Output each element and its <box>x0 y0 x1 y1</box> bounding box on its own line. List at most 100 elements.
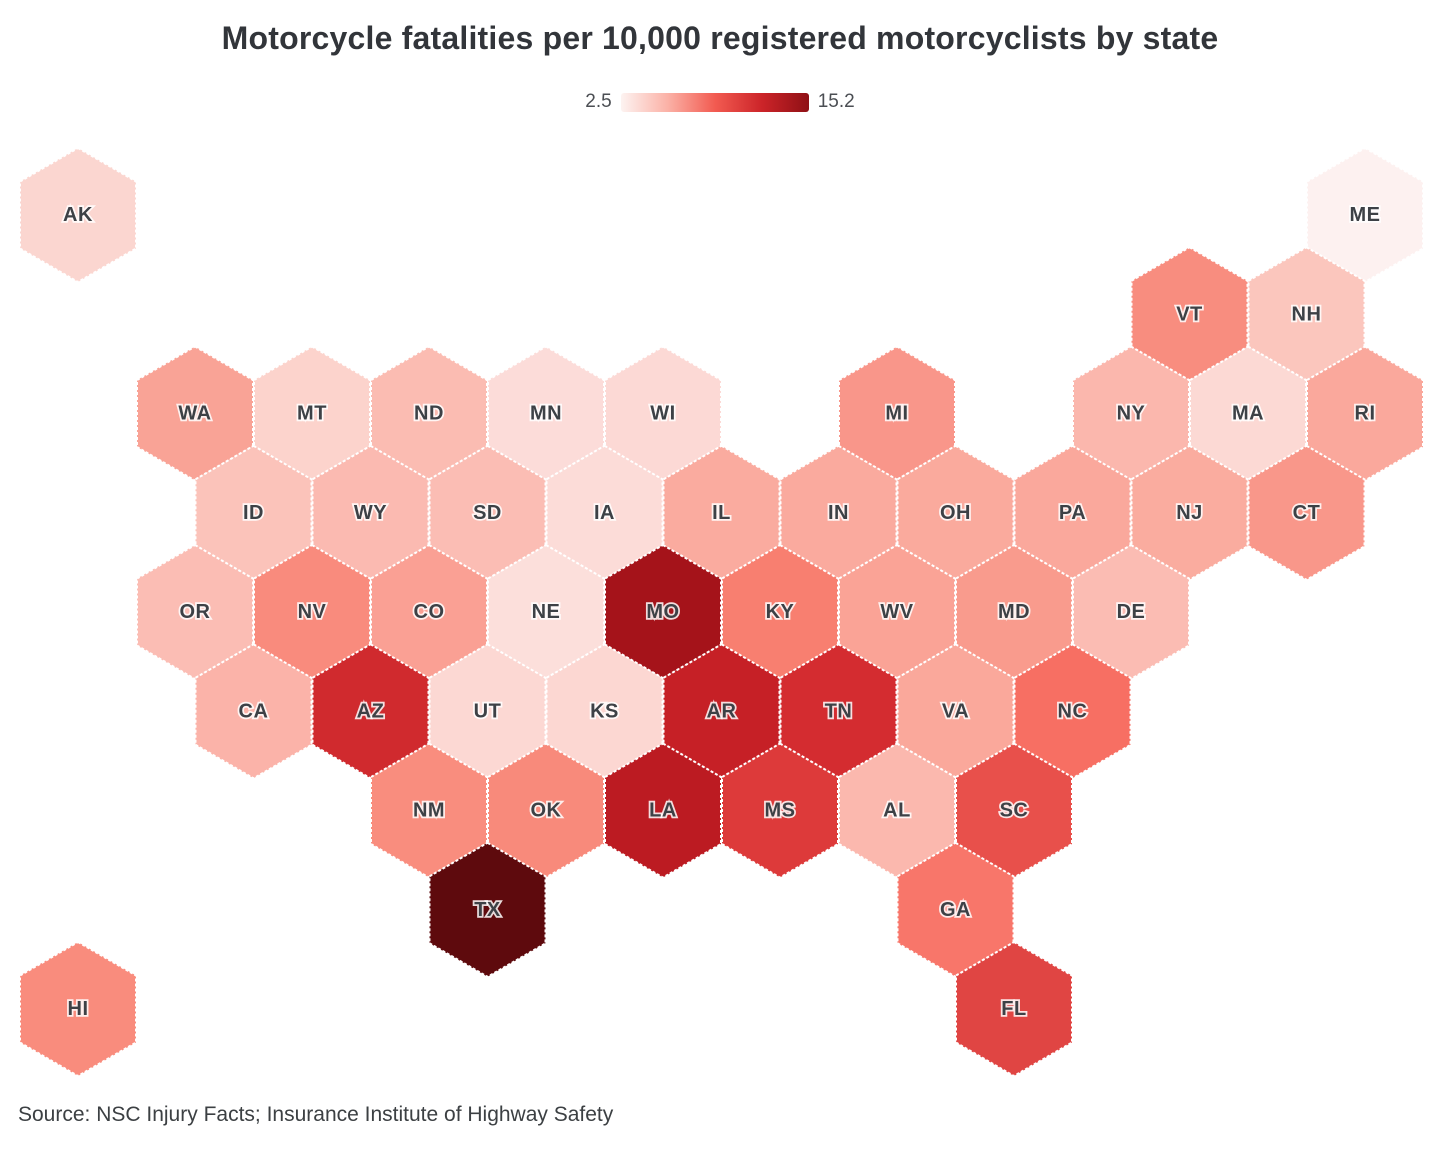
state-hex-ID[interactable] <box>194 444 313 581</box>
state-label-OK: OK <box>531 800 562 822</box>
state-label-NC: NC <box>1058 700 1088 722</box>
state-label-HI: HI <box>68 998 89 1020</box>
state-hex-AK[interactable] <box>19 146 137 284</box>
state-hex-MI[interactable] <box>838 345 956 482</box>
state-label-UT: UT <box>474 700 502 722</box>
state-hex-ME[interactable] <box>1306 146 1424 284</box>
state-label-NV: NV <box>298 601 327 623</box>
state-label-MD: MD <box>998 601 1030 623</box>
state-hex-MS[interactable] <box>721 742 839 879</box>
state-label-MA: MA <box>1232 403 1264 425</box>
state-hex-NH[interactable] <box>1247 246 1366 383</box>
state-hex-FL[interactable] <box>955 940 1073 1078</box>
state-hex-CA[interactable] <box>194 643 313 780</box>
state-label-WI: WI <box>650 403 675 425</box>
state-label-MS: MS <box>765 800 796 822</box>
state-hex-IL[interactable] <box>662 444 781 581</box>
state-hex-OR[interactable] <box>136 543 254 681</box>
legend-gradient-bar <box>620 92 809 112</box>
state-hex-TX[interactable] <box>428 841 547 978</box>
state-hex-IA[interactable] <box>545 444 664 581</box>
state-hex-KY[interactable] <box>721 543 839 681</box>
state-label-LA: LA <box>649 800 677 822</box>
state-label-CO: CO <box>414 601 445 623</box>
state-hex-VT[interactable] <box>1130 246 1249 383</box>
state-label-TN: TN <box>825 700 853 722</box>
state-hex-KS[interactable] <box>545 643 664 780</box>
state-label-NY: NY <box>1117 403 1146 425</box>
state-hex-AZ[interactable] <box>311 643 430 780</box>
state-label-MI: MI <box>885 403 908 425</box>
state-hex-DE[interactable] <box>1072 543 1190 681</box>
state-hex-ND[interactable] <box>370 345 488 482</box>
state-label-OR: OR <box>180 601 211 623</box>
state-hex-WI[interactable] <box>604 345 722 482</box>
state-label-MT: MT <box>297 403 327 425</box>
state-label-AL: AL <box>883 800 911 822</box>
state-label-SC: SC <box>1000 800 1029 822</box>
state-hex-MD[interactable] <box>955 543 1073 681</box>
state-hex-TN[interactable] <box>779 643 898 780</box>
state-label-CA: CA <box>239 700 269 722</box>
state-hex-LA[interactable] <box>604 742 722 879</box>
state-hex-CT[interactable] <box>1247 444 1366 581</box>
state-hex-AL[interactable] <box>838 742 956 879</box>
state-hex-CO[interactable] <box>370 543 488 681</box>
state-hex-WV[interactable] <box>838 543 956 681</box>
state-hex-MT[interactable] <box>253 345 371 482</box>
chart-title: Motorcycle fatalities per 10,000 registe… <box>221 20 1219 56</box>
state-hex-IN[interactable] <box>779 444 898 581</box>
state-label-NE: NE <box>532 601 561 623</box>
state-hex-AR[interactable] <box>662 643 781 780</box>
state-hex-MO[interactable] <box>604 543 722 681</box>
state-hex-MA[interactable] <box>1189 345 1307 482</box>
state-hex-NE[interactable] <box>487 543 605 681</box>
state-label-DE: DE <box>1117 601 1146 623</box>
state-label-ME: ME <box>1350 204 1381 226</box>
state-label-NM: NM <box>413 800 445 822</box>
legend-min-label: 2.5 <box>585 91 612 112</box>
state-hex-NM[interactable] <box>370 742 488 879</box>
state-hex-UT[interactable] <box>428 643 547 780</box>
state-hex-NY[interactable] <box>1072 345 1190 482</box>
state-label-KS: KS <box>590 700 619 722</box>
state-label-ND: ND <box>414 403 444 425</box>
state-label-AZ: AZ <box>357 700 385 722</box>
state-label-WA: WA <box>178 403 211 425</box>
state-label-RI: RI <box>1355 403 1376 425</box>
state-hex-WY[interactable] <box>311 444 430 581</box>
state-label-IN: IN <box>828 502 849 524</box>
state-hex-HI[interactable] <box>19 940 137 1078</box>
state-label-WV: WV <box>880 601 913 623</box>
state-hex-GA[interactable] <box>896 841 1015 978</box>
state-label-AR: AR <box>707 700 737 722</box>
color-scale-legend: 2.5 15.2 <box>0 91 1440 113</box>
state-label-CT: CT <box>1293 502 1321 524</box>
state-hex-NC[interactable] <box>1013 643 1132 780</box>
state-label-VA: VA <box>942 700 969 722</box>
state-label-GA: GA <box>940 899 971 921</box>
legend-max-label: 15.2 <box>817 91 855 112</box>
state-label-NH: NH <box>1292 303 1322 325</box>
source-note: Source: NSC Injury Facts; Insurance Inst… <box>18 1103 614 1126</box>
state-hex-NJ[interactable] <box>1130 444 1249 581</box>
state-label-NJ: NJ <box>1176 502 1203 524</box>
state-label-IL: IL <box>712 502 731 524</box>
state-hex-VA[interactable] <box>896 643 1015 780</box>
state-hex-OK[interactable] <box>487 742 605 879</box>
state-label-ID: ID <box>243 502 264 524</box>
state-hex-NV[interactable] <box>253 543 371 681</box>
state-label-VT: VT <box>1176 303 1203 325</box>
state-label-WY: WY <box>354 502 387 524</box>
state-hex-SD[interactable] <box>428 444 547 581</box>
state-label-OH: OH <box>940 502 971 524</box>
state-hex-OH[interactable] <box>896 444 1015 581</box>
state-hex-SC[interactable] <box>955 742 1073 879</box>
state-hex-RI[interactable] <box>1306 345 1424 482</box>
state-hex-WA[interactable] <box>136 345 254 482</box>
state-label-FL: FL <box>1001 998 1026 1020</box>
state-hex-MN[interactable] <box>487 345 605 482</box>
state-hex-PA[interactable] <box>1013 444 1132 581</box>
state-label-TX: TX <box>474 899 501 921</box>
